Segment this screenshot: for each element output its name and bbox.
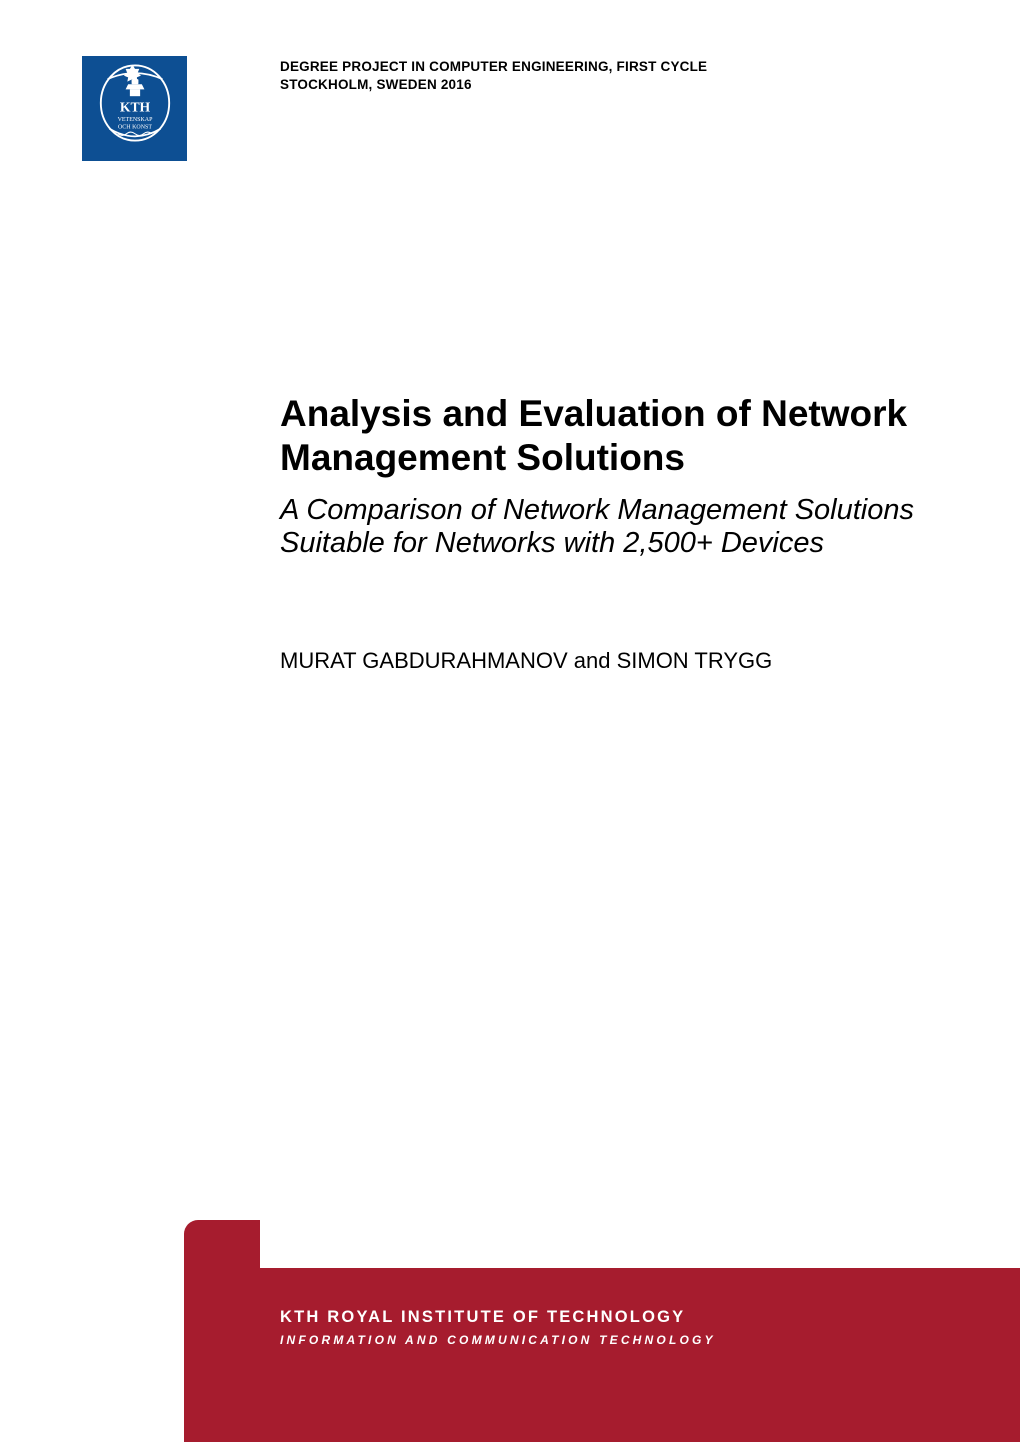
- footer-institution: KTH ROYAL INSTITUTE OF TECHNOLOGY: [280, 1308, 716, 1327]
- kth-crest-icon: KTH VETENSKAP OCH KONST: [91, 62, 179, 156]
- paper-title: Analysis and Evaluation of Network Manag…: [280, 392, 938, 479]
- degree-header-line2: STOCKHOLM, SWEDEN 2016: [280, 76, 707, 94]
- logo-text-line3: OCH KONST: [118, 124, 152, 130]
- degree-header-line1: DEGREE PROJECT IN COMPUTER ENGINEERING, …: [280, 58, 707, 76]
- kth-logo: KTH VETENSKAP OCH KONST: [82, 56, 187, 161]
- degree-header: DEGREE PROJECT IN COMPUTER ENGINEERING, …: [280, 58, 707, 94]
- footer-school: INFORMATION AND COMMUNICATION TECHNOLOGY: [280, 1333, 716, 1347]
- paper-authors: MURAT GABDURAHMANOV and SIMON TRYGG: [280, 648, 772, 674]
- cover-page: KTH VETENSKAP OCH KONST DEGREE PROJECT I…: [0, 0, 1020, 1442]
- paper-subtitle: A Comparison of Network Management Solut…: [280, 494, 938, 560]
- footer-text: KTH ROYAL INSTITUTE OF TECHNOLOGY INFORM…: [280, 1308, 716, 1347]
- footer-bar: [184, 1268, 1020, 1442]
- footer-tab: [184, 1220, 260, 1268]
- logo-text-kth: KTH: [119, 99, 150, 114]
- logo-text-line2: VETENSKAP: [117, 116, 152, 122]
